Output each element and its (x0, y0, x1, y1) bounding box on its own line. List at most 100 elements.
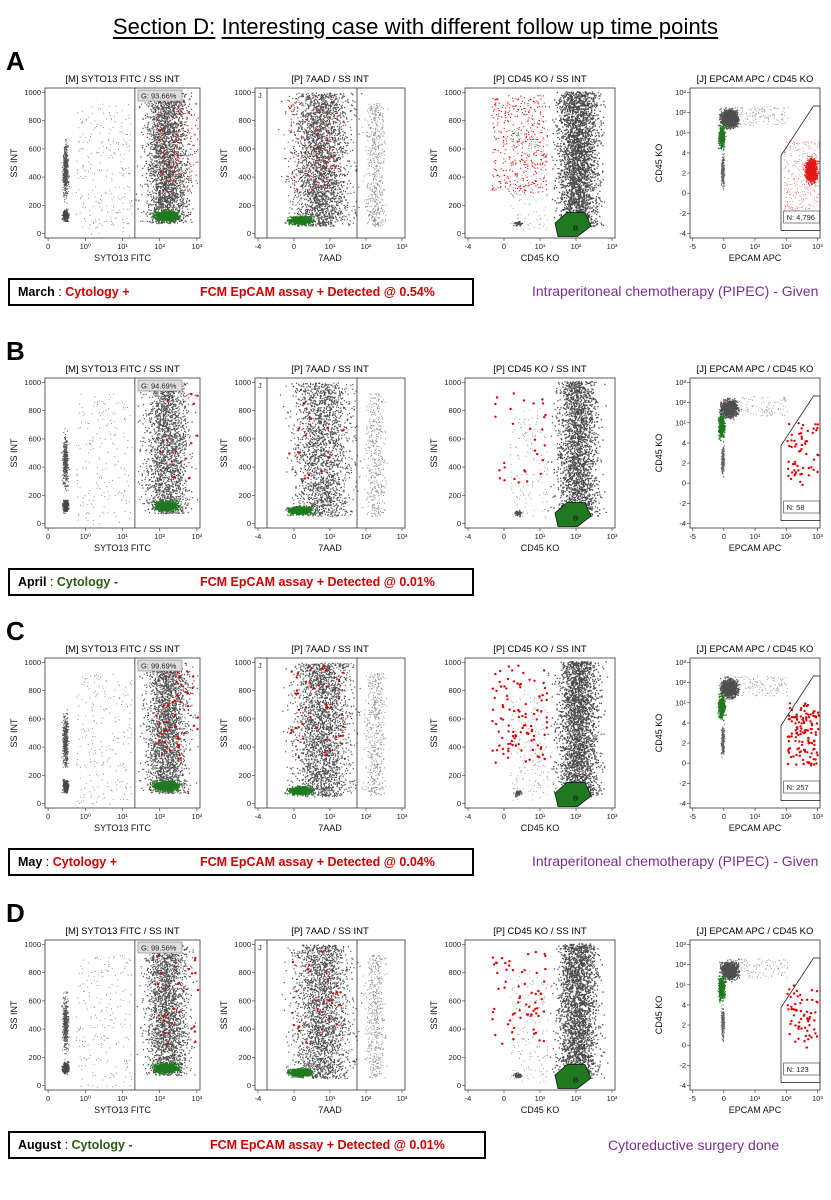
red-event-dot (493, 168, 495, 170)
red-event-dot (519, 731, 522, 734)
red-event-dot (797, 1025, 800, 1028)
red-event-dot (492, 122, 494, 124)
red-event-dot (503, 986, 506, 989)
p3-x-label: CD45 KO (521, 823, 560, 833)
red-event-dot (512, 124, 514, 126)
red-event-dot (538, 106, 540, 108)
red-event-dot (523, 113, 525, 115)
red-event-dot (510, 162, 512, 164)
scatter-plot-3: [P] CD45 KO / SS INT B -4 0 10¹ 10² 10³ 0 200 400… (429, 926, 635, 1131)
red-event-dot (816, 423, 819, 426)
red-event-dot (526, 129, 528, 131)
red-event-dot (173, 475, 176, 479)
p3-y-label: SS INT (429, 718, 439, 748)
red-event-dot (527, 185, 529, 187)
red-event-dot (514, 172, 516, 175)
red-event-dot (799, 1002, 802, 1005)
red-event-dot (179, 757, 183, 760)
red-event-dot (498, 115, 500, 117)
red-event-dot (809, 713, 812, 716)
red-event-dot (528, 427, 532, 430)
red-event-dot (322, 118, 324, 120)
red-event-dot (499, 685, 503, 688)
red-event-dot (289, 107, 291, 109)
red-event-dot (532, 1028, 535, 1031)
scatter-plot-4: [J] EPCAM APC / CD45 KO N: 123 -5 0 10¹ 10² 10… (654, 926, 831, 1131)
red-event-dot (788, 706, 792, 710)
red-event-dot (541, 106, 543, 108)
red-event-dot (335, 165, 337, 167)
red-event-dot (328, 999, 331, 1002)
scatter-plot-3: [P] CD45 KO / SS INT B -4 0 10¹ 10² 10³ 0 200 400… (429, 644, 635, 849)
p4-y-tick: 10³ (675, 940, 686, 949)
red-event-dot (316, 183, 318, 185)
red-event-dot (534, 110, 537, 112)
red-event-dot (158, 450, 162, 453)
red-event-dot (173, 109, 175, 111)
red-event-dot (794, 1040, 797, 1043)
p2-y-tick: 200 (238, 771, 251, 780)
red-event-dot (183, 732, 186, 735)
p3-y-tick: 600 (448, 144, 461, 153)
p2-x-tick: 10¹ (325, 532, 336, 541)
red-event-dot (538, 120, 540, 122)
red-event-dot (176, 159, 178, 161)
red-event-dot (328, 456, 331, 459)
red-event-dot (803, 750, 807, 753)
red-event-dot (544, 967, 547, 971)
red-event-dot (537, 95, 539, 97)
red-event-dot (524, 166, 527, 168)
red-event-dot (164, 746, 168, 749)
red-event-dot (541, 459, 545, 462)
red-event-dot (792, 715, 796, 719)
red-event-dot (542, 187, 544, 189)
p1-x-tick: 0 (46, 532, 50, 541)
red-event-dot (491, 189, 493, 191)
red-event-dot (808, 1024, 811, 1027)
red-event-dot (793, 439, 796, 443)
red-event-dot (197, 117, 199, 119)
red-event-dot (543, 980, 546, 983)
red-event-dot (512, 141, 514, 143)
red-event-dot (511, 1031, 514, 1034)
red-event-dot (790, 439, 793, 442)
red-event-dot (315, 168, 317, 170)
p4-x-tick: 0 (722, 1094, 726, 1103)
p2-x-tick: 0 (292, 242, 296, 251)
red-event-dot (325, 669, 328, 672)
red-event-dot (530, 991, 533, 995)
p2-y-tick: 1000 (234, 658, 251, 667)
red-event-dot (520, 129, 522, 132)
red-event-dot (320, 470, 323, 473)
red-event-dot (503, 139, 505, 142)
red-event-dot (800, 998, 804, 1002)
p2-y-tick: 800 (238, 406, 251, 415)
red-event-dot (191, 686, 194, 690)
red-event-dot (535, 154, 537, 157)
red-event-dot (193, 114, 196, 116)
red-event-dot (539, 472, 542, 475)
red-event-dot (529, 143, 531, 145)
p2-y-tick: 0 (247, 1081, 251, 1090)
plot-canvas: N: 123-5 0 10¹ 10² 10³-4-202410¹10²10³EPCAM … (654, 939, 823, 1115)
red-event-dot (493, 187, 495, 189)
red-event-dot (157, 125, 159, 127)
red-event-dot (336, 149, 338, 151)
red-event-dot (170, 1022, 173, 1025)
red-event-dot (504, 113, 506, 115)
red-event-dot (292, 114, 295, 116)
red-event-dot (807, 761, 811, 764)
red-event-dot (296, 672, 299, 675)
gate-j-label: J (258, 943, 262, 952)
red-event-dot (795, 731, 799, 734)
p4-y-tick: 0 (682, 759, 686, 768)
red-event-dot (797, 721, 801, 724)
red-event-dot (542, 180, 544, 183)
red-event-dot (299, 191, 301, 193)
p4-y-tick: 10² (675, 960, 686, 969)
p4-x-tick: 10² (781, 812, 792, 821)
p2-y-label: SS INT (219, 718, 229, 748)
red-event-dot (813, 763, 816, 766)
red-event-dot (291, 1011, 294, 1014)
red-event-dot (290, 121, 293, 123)
